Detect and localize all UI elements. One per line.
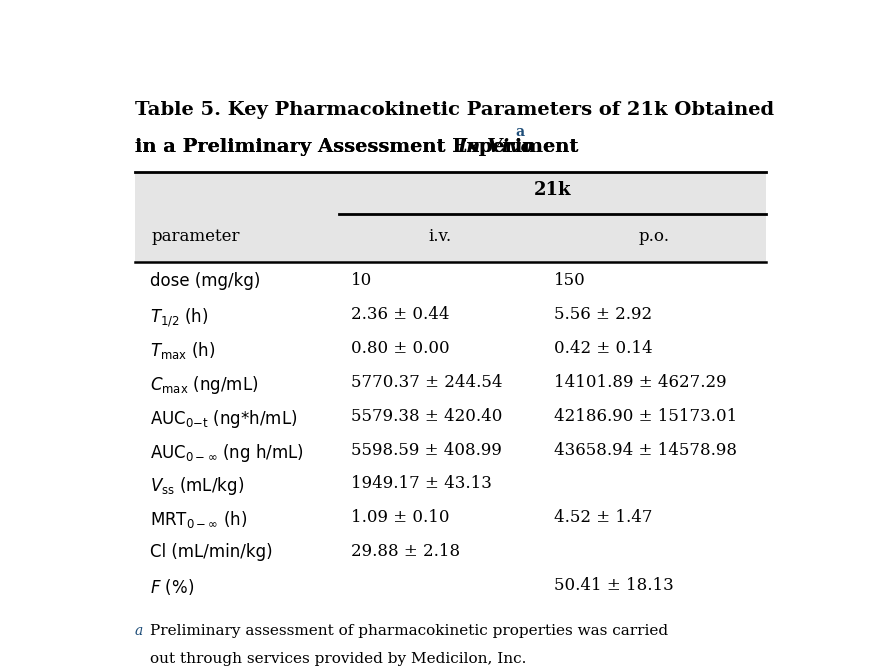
Text: p.o.: p.o. xyxy=(638,228,669,245)
Text: $V_{\mathrm{ss}}$ (mL/kg): $V_{\mathrm{ss}}$ (mL/kg) xyxy=(150,476,243,498)
Text: 50.41 ± 18.13: 50.41 ± 18.13 xyxy=(554,577,673,594)
Text: 1949.17 ± 43.13: 1949.17 ± 43.13 xyxy=(351,476,492,492)
Text: parameter: parameter xyxy=(152,228,240,245)
Text: 10: 10 xyxy=(351,272,372,289)
Text: 5.56 ± 2.92: 5.56 ± 2.92 xyxy=(554,306,651,323)
Text: 21k: 21k xyxy=(534,181,571,199)
Text: $\mathrm{AUC}_{0\mathrm{-t}}$ (ng*h/mL): $\mathrm{AUC}_{0\mathrm{-t}}$ (ng*h/mL) xyxy=(150,408,297,430)
Text: 29.88 ± 2.18: 29.88 ± 2.18 xyxy=(351,543,460,560)
Text: 4.52 ± 1.47: 4.52 ± 1.47 xyxy=(554,510,652,526)
Text: 0.80 ± 0.00: 0.80 ± 0.00 xyxy=(351,340,450,357)
Text: 42186.90 ± 15173.01: 42186.90 ± 15173.01 xyxy=(554,408,737,425)
Text: 150: 150 xyxy=(554,272,585,289)
Text: Preliminary assessment of pharmacokinetic properties was carried: Preliminary assessment of pharmacokineti… xyxy=(150,624,668,638)
Text: $\mathrm{MRT}_{0-\infty}$ (h): $\mathrm{MRT}_{0-\infty}$ (h) xyxy=(150,510,247,530)
Text: out through services provided by Medicilon, Inc.: out through services provided by Medicil… xyxy=(150,652,526,666)
Text: In Vivo: In Vivo xyxy=(458,137,534,155)
Text: 5598.59 ± 408.99: 5598.59 ± 408.99 xyxy=(351,442,501,458)
Text: $T_{\mathrm{max}}$ (h): $T_{\mathrm{max}}$ (h) xyxy=(150,340,215,361)
Text: a: a xyxy=(134,624,143,638)
Text: 43658.94 ± 14578.98: 43658.94 ± 14578.98 xyxy=(554,442,737,458)
Text: $C_{\mathrm{max}}$ (ng/mL): $C_{\mathrm{max}}$ (ng/mL) xyxy=(150,374,258,396)
Text: 5579.38 ± 420.40: 5579.38 ± 420.40 xyxy=(351,408,502,425)
Text: $\mathrm{AUC}_{0-\infty}$ (ng h/mL): $\mathrm{AUC}_{0-\infty}$ (ng h/mL) xyxy=(150,442,303,464)
Text: 14101.89 ± 4627.29: 14101.89 ± 4627.29 xyxy=(554,374,726,391)
Text: 2.36 ± 0.44: 2.36 ± 0.44 xyxy=(351,306,449,323)
Text: in a Preliminary Assessment Experiment In Vivo: in a Preliminary Assessment Experiment I… xyxy=(134,137,661,155)
Text: Cl (mL/min/kg): Cl (mL/min/kg) xyxy=(150,543,272,561)
Text: 0.42 ± 0.14: 0.42 ± 0.14 xyxy=(554,340,652,357)
Text: Table 5. Key Pharmacokinetic Parameters of 21k Obtained: Table 5. Key Pharmacokinetic Parameters … xyxy=(134,101,773,119)
Text: i.v.: i.v. xyxy=(428,228,452,245)
Text: a: a xyxy=(515,125,525,139)
Text: dose (mg/kg): dose (mg/kg) xyxy=(150,272,260,290)
Bar xyxy=(134,173,766,262)
Text: in a Preliminary Assessment Experiment: in a Preliminary Assessment Experiment xyxy=(134,137,585,155)
Text: 1.09 ± 0.10: 1.09 ± 0.10 xyxy=(351,510,449,526)
Text: $T_{1/2}$ (h): $T_{1/2}$ (h) xyxy=(150,306,208,329)
Text: in a Preliminary Assessment Experiment: in a Preliminary Assessment Experiment xyxy=(134,137,585,155)
Text: 5770.37 ± 244.54: 5770.37 ± 244.54 xyxy=(351,374,502,391)
Text: $\mathit{F}$ (%): $\mathit{F}$ (%) xyxy=(150,577,194,597)
